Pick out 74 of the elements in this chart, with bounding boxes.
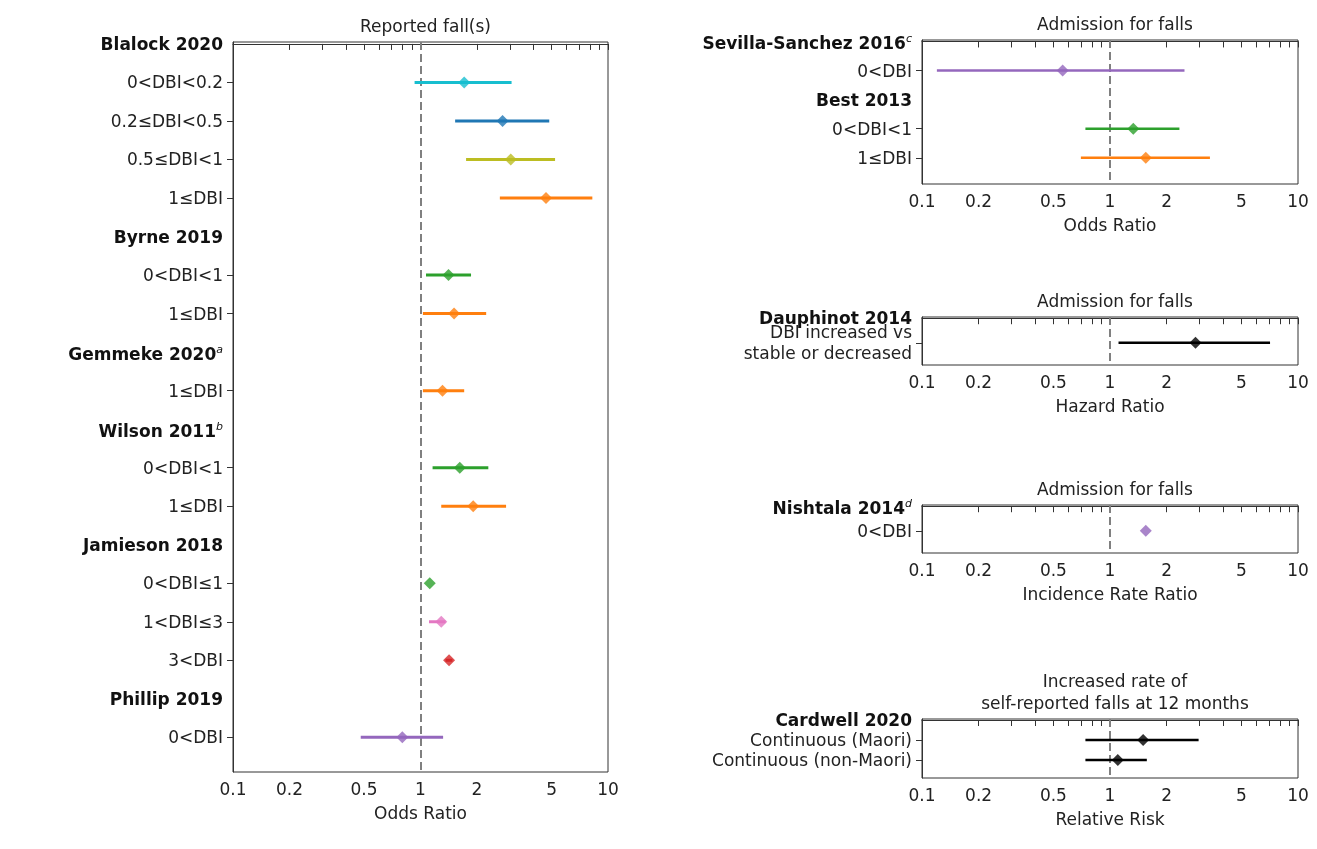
x-tick-label: 1: [1104, 190, 1116, 211]
y-tick-label: 0<DBI≤1: [143, 572, 223, 594]
y-tick-label: Gemmeke 2020$^{a}$: [68, 342, 223, 365]
y-tick-label: Cardwell 2020: [775, 709, 912, 731]
x-axis-title: Hazard Ratio: [1055, 395, 1165, 416]
x-tick-label: 1: [1104, 371, 1116, 392]
y-tick-label: Wilson 2011$^{b}$: [98, 419, 223, 442]
y-tick-label: Continuous (Maori): [750, 729, 912, 751]
x-tick-label: 1: [415, 778, 426, 799]
y-tick-label: 1≤DBI: [168, 187, 223, 209]
y-tick-label: Byrne 2019: [113, 226, 223, 248]
x-tick-label: 0.2: [965, 559, 993, 580]
chart-title: Admission for falls: [1037, 291, 1194, 311]
y-tick-label: 0<DBI<0.2: [126, 71, 223, 93]
x-tick-label: 10: [597, 778, 619, 799]
chart-title: Admission for falls: [1037, 14, 1194, 34]
chart-title: Increased rate of self-reported falls at 12 months: [981, 671, 1249, 713]
x-tick-label: 2: [1161, 784, 1173, 805]
x-tick-label: 0.1: [908, 559, 936, 580]
x-axis-title: Odds Ratio: [374, 802, 467, 823]
x-tick-label: 2: [471, 778, 483, 799]
y-tick-label: Jamieson 2018: [82, 534, 223, 556]
y-tick-label: 0<DBI<1: [143, 457, 223, 479]
x-tick-label: 5: [1235, 190, 1247, 211]
x-tick-label: 2: [1161, 371, 1173, 392]
y-tick-label: 1<DBI≤3: [143, 611, 223, 633]
y-tick-label: Continuous (non-Maori): [712, 749, 912, 771]
x-tick-label: 0.2: [965, 371, 993, 392]
x-tick-label: 0.1: [908, 784, 936, 805]
x-tick-label: 10: [1287, 784, 1309, 805]
y-tick-label: 0<DBI: [857, 520, 912, 542]
x-axis-title: Incidence Rate Ratio: [1022, 583, 1198, 604]
x-tick-label: 1: [1104, 784, 1116, 805]
y-tick-label: 3<DBI: [168, 649, 223, 671]
x-tick-label: 0.1: [908, 190, 936, 211]
y-tick-label: 1≤DBI: [168, 303, 223, 325]
y-tick-label: 0<DBI<1: [143, 264, 223, 286]
x-tick-label: 5: [1235, 784, 1247, 805]
y-tick-label: 1≤DBI: [168, 380, 223, 402]
x-tick-label: 0.5: [1039, 784, 1067, 805]
x-tick-label: 0.5: [1039, 559, 1067, 580]
x-tick-label: 10: [1287, 559, 1309, 580]
x-tick-label: 0.1: [908, 371, 936, 392]
x-tick-label: 0.5: [1039, 190, 1067, 211]
x-tick-label: 1: [1104, 559, 1116, 580]
x-tick-label: 2: [1161, 190, 1173, 211]
x-tick-label: 0.5: [350, 778, 378, 799]
x-tick-label: 0.2: [965, 784, 993, 805]
x-tick-label: 0.2: [275, 778, 303, 799]
y-tick-label: 1≤DBI: [857, 147, 912, 169]
y-tick-label: 0.2≤DBI<0.5: [110, 110, 223, 132]
x-axis-title: Relative Risk: [1055, 808, 1165, 829]
x-tick-label: 5: [1235, 371, 1247, 392]
y-tick-label: 0.5≤DBI<1: [126, 148, 223, 170]
y-tick-label: Nishtala 2014$^{d}$: [772, 496, 912, 520]
y-tick-label: Best 2013: [816, 89, 912, 111]
y-tick-label: 0<DBI: [168, 726, 223, 748]
x-tick-label: 2: [1161, 559, 1173, 580]
y-tick-label: Blalock 2020: [100, 33, 223, 55]
y-tick-label: Sevilla-Sanchez 2016$^{c}$: [702, 31, 912, 55]
x-tick-label: 5: [1235, 559, 1247, 580]
x-tick-label: 5: [546, 778, 557, 799]
x-tick-label: 0.1: [219, 778, 247, 799]
chart-title: Reported fall(s): [360, 16, 491, 36]
y-tick-label: Phillip 2019: [109, 688, 223, 710]
y-tick-label: 1≤DBI: [168, 495, 223, 517]
x-tick-label: 10: [1287, 190, 1309, 211]
y-tick-label: 0<DBI<1: [832, 118, 912, 140]
y-tick-label: 0<DBI: [857, 60, 912, 82]
x-axis-title: Odds Ratio: [1063, 214, 1157, 235]
x-tick-label: 0.2: [965, 190, 993, 211]
x-tick-label: 0.5: [1039, 371, 1067, 392]
x-tick-label: 10: [1287, 371, 1309, 392]
chart-title: Admission for falls: [1037, 479, 1194, 499]
